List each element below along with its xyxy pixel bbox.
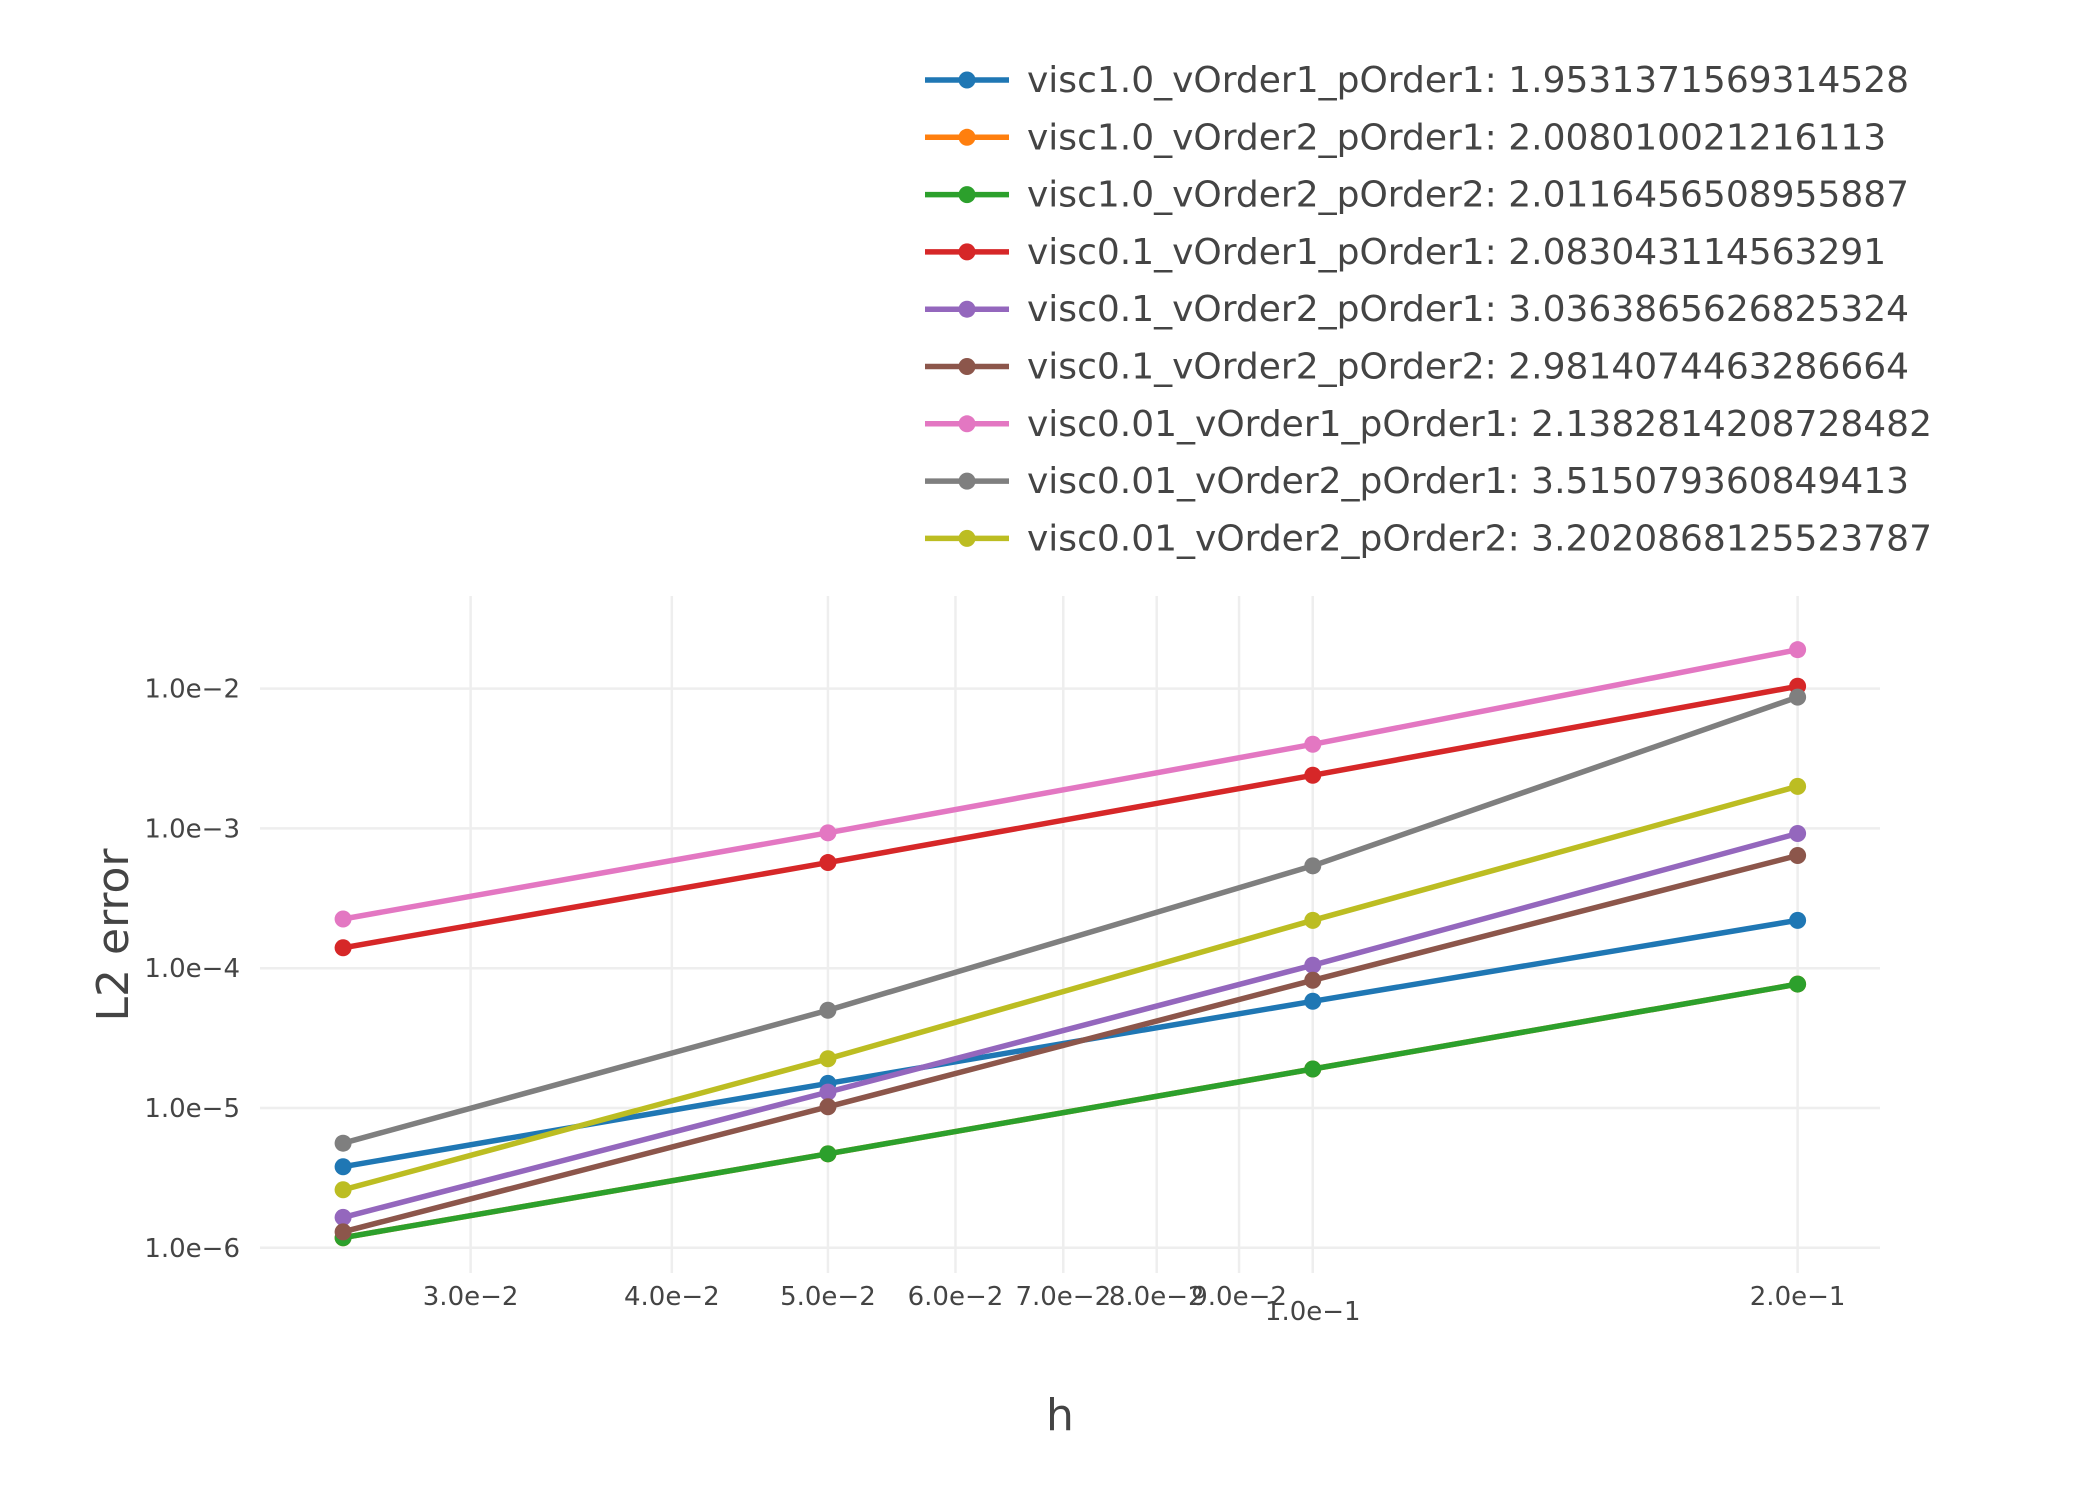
series-9	[334, 777, 1807, 1199]
y-tick-label: 1.0e−2	[144, 675, 240, 705]
legend-item: visc0.01_vOrder1_pOrder1: 2.138281420872…	[925, 404, 1932, 445]
x-tick-label: 3.0e−2	[423, 1282, 519, 1312]
data-point	[1789, 911, 1807, 929]
legend-label: visc0.01_vOrder2_pOrder1: 3.515079360849…	[1027, 461, 1909, 502]
legend-item: visc0.01_vOrder2_pOrder1: 3.515079360849…	[925, 461, 1909, 502]
data-point	[1789, 688, 1807, 706]
x-tick-label: 5.0e−2	[780, 1282, 876, 1312]
x-tick-label: 4.0e−2	[624, 1282, 720, 1312]
legend-item: visc1.0_vOrder2_pOrder2: 2.0116456508955…	[925, 175, 1909, 216]
legend-swatch-marker	[958, 300, 976, 318]
legend-swatch-marker	[958, 358, 976, 375]
data-point	[819, 1001, 837, 1019]
legend-swatch-marker	[958, 186, 976, 204]
y-tick-label: 1.0e−5	[144, 1094, 240, 1124]
x-tick-label: 2.0e−1	[1750, 1282, 1846, 1312]
legend-swatch-marker	[958, 415, 976, 433]
legend-swatch-marker	[958, 71, 976, 89]
legend-label: visc0.01_vOrder1_pOrder1: 2.138281420872…	[1027, 404, 1932, 445]
data-point	[334, 1223, 352, 1241]
data-point	[1304, 857, 1322, 875]
data-point	[1304, 766, 1322, 784]
y-axis-title: L2 error	[88, 848, 139, 1022]
legend-swatch-marker	[958, 243, 976, 261]
legend-item: visc0.1_vOrder1_pOrder1: 2.0830431145632…	[925, 232, 1886, 273]
legend-swatch-marker	[958, 128, 976, 146]
series-4	[334, 677, 1807, 957]
data-point	[1789, 847, 1807, 865]
data-point	[819, 1083, 837, 1101]
legend-item: visc1.0_vOrder1_pOrder1: 1.9531371569314…	[925, 60, 1909, 101]
x-axis: 3.0e−2 4.0e−2 5.0e−2 6.0e−2 7.0e−28.0e−29.0e…	[423, 1282, 1846, 1327]
legend-label: visc1.0_vOrder1_pOrder1: 1.9531371569314…	[1027, 60, 1909, 101]
series-line	[340, 683, 1801, 951]
data-point	[1304, 992, 1322, 1010]
y-axis: 1.0e−6 1.0e−5 1.0e−4 1.0e−3 1.0e−2	[144, 675, 240, 1264]
legend-label: visc1.0_vOrder2_pOrder1: 2.0080100212161…	[1027, 117, 1886, 158]
data-point	[334, 1181, 352, 1199]
legend-item: visc0.1_vOrder2_pOrder1: 3.0363865626825…	[925, 289, 1909, 330]
legend-item: visc0.01_vOrder2_pOrder2: 3.202086812552…	[925, 518, 1932, 559]
legend-item: visc1.0_vOrder2_pOrder1: 2.0080100212161…	[925, 117, 1886, 158]
x-tick-label: 6.0e−2	[908, 1282, 1004, 1312]
data-point	[819, 1098, 837, 1116]
legend-swatch-marker	[958, 529, 976, 547]
y-tick-label: 1.0e−3	[144, 814, 240, 844]
data-point	[1304, 956, 1322, 974]
legend-label: visc0.1_vOrder2_pOrder1: 3.0363865626825…	[1027, 289, 1909, 330]
data-point	[1304, 911, 1322, 929]
legend-label: visc0.1_vOrder2_pOrder2: 2.9814074463286…	[1027, 347, 1909, 388]
x-tick-label: 1.0e−1	[1265, 1297, 1361, 1327]
plot-area	[334, 641, 1807, 1247]
series-6	[334, 847, 1807, 1241]
legend-label: visc0.01_vOrder2_pOrder2: 3.202086812552…	[1027, 518, 1932, 559]
legend: visc1.0_vOrder1_pOrder1: 1.9531371569314…	[925, 60, 1932, 559]
data-point	[1789, 641, 1807, 659]
legend-swatch-marker	[958, 472, 976, 490]
x-axis-title: h	[1046, 1390, 1074, 1441]
data-point	[334, 1208, 352, 1226]
data-point	[819, 1145, 837, 1163]
data-point	[1304, 735, 1322, 753]
series-line	[340, 783, 1801, 1193]
x-tick-label: 8.0e−2	[1109, 1282, 1205, 1312]
legend-item: visc0.1_vOrder2_pOrder2: 2.9814074463286…	[925, 347, 1909, 388]
data-point	[819, 824, 837, 842]
series-line	[340, 694, 1801, 1146]
data-point	[1304, 971, 1322, 989]
series-line	[340, 646, 1801, 922]
data-point	[334, 1134, 352, 1152]
data-point	[334, 1158, 352, 1176]
legend-label: visc0.1_vOrder1_pOrder1: 2.0830431145632…	[1027, 232, 1886, 273]
data-point	[819, 854, 837, 872]
series-line	[340, 852, 1801, 1235]
series-8	[334, 688, 1807, 1152]
data-point	[1304, 1060, 1322, 1078]
data-point	[1789, 975, 1807, 993]
data-point	[334, 939, 352, 957]
series-line	[340, 830, 1801, 1221]
data-point	[819, 1050, 837, 1068]
legend-label: visc1.0_vOrder2_pOrder2: 2.0116456508955…	[1027, 175, 1909, 216]
y-tick-label: 1.0e−4	[144, 954, 240, 984]
y-tick-label: 1.0e−6	[144, 1234, 240, 1264]
series-5	[334, 824, 1807, 1226]
series-7	[334, 641, 1807, 928]
data-point	[334, 910, 352, 928]
series-line	[340, 981, 1801, 1241]
series-3	[334, 975, 1807, 1247]
x-tick-label: 9.0e−2	[1191, 1282, 1287, 1312]
grid	[260, 596, 1880, 1273]
data-point	[1789, 777, 1807, 795]
data-point	[1789, 824, 1807, 842]
x-tick-label: 7.0e−2	[1015, 1282, 1111, 1312]
